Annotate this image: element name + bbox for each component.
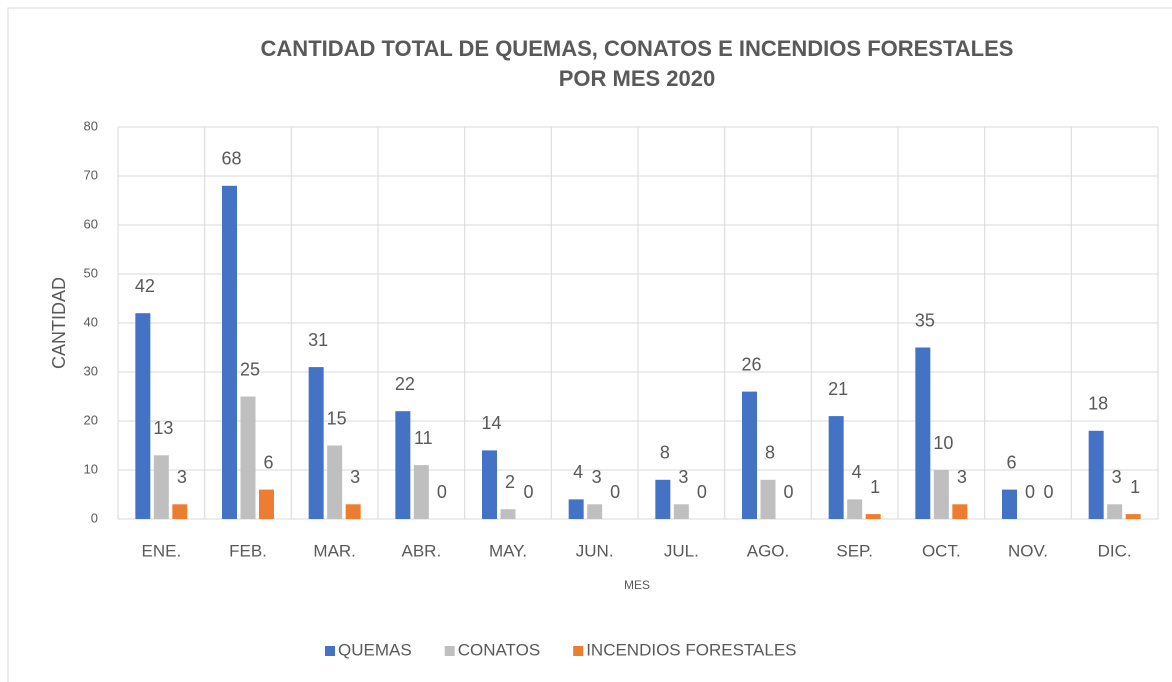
x-tick-label: DIC. (1098, 541, 1132, 560)
data-label: 11 (414, 428, 433, 448)
y-tick-label: 70 (84, 167, 98, 182)
bar (865, 514, 881, 519)
data-label: 8 (765, 443, 775, 463)
y-axis-label: CANTIDAD (49, 277, 69, 369)
data-label: 18 (1088, 394, 1108, 414)
bar (482, 450, 497, 519)
data-label: 35 (915, 310, 935, 330)
data-label: 0 (1025, 482, 1035, 502)
bar (1125, 514, 1141, 519)
x-tick-label: JUN. (576, 541, 614, 560)
bar (760, 479, 776, 519)
legend-swatch (444, 646, 455, 656)
bar (500, 509, 516, 519)
data-label: 3 (1112, 467, 1122, 487)
y-tick-label: 10 (84, 461, 98, 476)
data-label: 3 (678, 467, 688, 487)
legend-swatch (325, 646, 335, 656)
bar (587, 504, 603, 519)
x-tick-label: OCT. (922, 541, 961, 560)
data-label: 0 (1043, 482, 1053, 502)
data-label: 0 (610, 482, 620, 502)
data-label: 0 (437, 482, 447, 502)
legend-swatch (573, 646, 584, 656)
bar (673, 504, 689, 519)
chart-frame (7, 7, 1172, 682)
data-label: 31 (308, 330, 328, 350)
bar (413, 465, 429, 519)
y-tick-label: 50 (84, 265, 98, 280)
bar (933, 470, 949, 519)
bar (915, 347, 931, 519)
x-tick-label: AGO. (747, 541, 790, 560)
data-label: 68 (221, 149, 241, 169)
y-tick-label: 0 (91, 510, 98, 525)
bar (655, 479, 671, 519)
bar (1088, 430, 1104, 519)
x-axis-label: MES (624, 578, 650, 592)
x-tick-label: JUL. (664, 541, 699, 560)
bar (259, 489, 274, 519)
y-tick-label: 20 (84, 412, 98, 427)
legend-label: CONATOS (458, 640, 541, 659)
legend-label: INCENDIOS FORESTALES (586, 640, 796, 659)
bar (327, 445, 343, 519)
data-label: 0 (783, 482, 793, 502)
data-label: 3 (592, 467, 602, 487)
data-label: 42 (135, 276, 155, 296)
bar (1002, 489, 1017, 519)
chart-title: CANTIDAD TOTAL DE QUEMAS, CONATOS E INCE… (261, 36, 1014, 61)
data-label: 6 (263, 452, 273, 472)
bar (1107, 504, 1123, 519)
data-label: 1 (1130, 477, 1140, 497)
data-label: 3 (350, 467, 360, 487)
bar (222, 185, 237, 520)
x-tick-label: FEB. (229, 541, 267, 560)
data-label: 3 (177, 467, 187, 487)
x-tick-label: MAR. (313, 541, 356, 560)
bar (308, 367, 324, 519)
x-tick-label: MAY. (489, 541, 527, 560)
y-tick-label: 80 (84, 118, 98, 133)
bar (240, 396, 256, 519)
x-tick-label: NOV. (1008, 541, 1048, 560)
bar (395, 411, 411, 519)
data-label: 2 (505, 472, 515, 492)
data-label: 0 (697, 482, 707, 502)
data-label: 4 (852, 462, 862, 482)
bar (172, 504, 188, 519)
bar (742, 391, 757, 519)
bar (135, 313, 151, 519)
data-label: 14 (481, 413, 501, 433)
data-label: 21 (828, 379, 848, 399)
data-label: 4 (573, 462, 583, 482)
y-tick-label: 60 (84, 216, 98, 231)
data-label: 6 (1006, 452, 1016, 472)
x-tick-label: SEP. (836, 541, 873, 560)
data-label: 26 (741, 354, 761, 374)
bar (153, 455, 169, 519)
bar (345, 504, 361, 519)
x-tick-label: ABR. (401, 541, 441, 560)
y-tick-label: 40 (84, 314, 98, 329)
y-tick-label: 30 (84, 363, 98, 378)
data-label: 10 (933, 433, 953, 453)
data-label: 8 (660, 443, 670, 463)
data-label: 25 (240, 359, 260, 379)
chart-title: POR MES 2020 (559, 66, 716, 91)
data-label: 3 (957, 467, 967, 487)
bar (568, 499, 584, 519)
data-label: 1 (870, 477, 880, 497)
x-tick-label: ENE. (141, 541, 181, 560)
bar (847, 499, 863, 519)
bar (952, 504, 968, 519)
legend-label: QUEMAS (338, 640, 412, 659)
data-label: 15 (327, 408, 347, 428)
bar (828, 416, 844, 519)
data-label: 13 (153, 418, 173, 438)
data-label: 0 (523, 482, 533, 502)
data-label: 22 (395, 374, 415, 394)
